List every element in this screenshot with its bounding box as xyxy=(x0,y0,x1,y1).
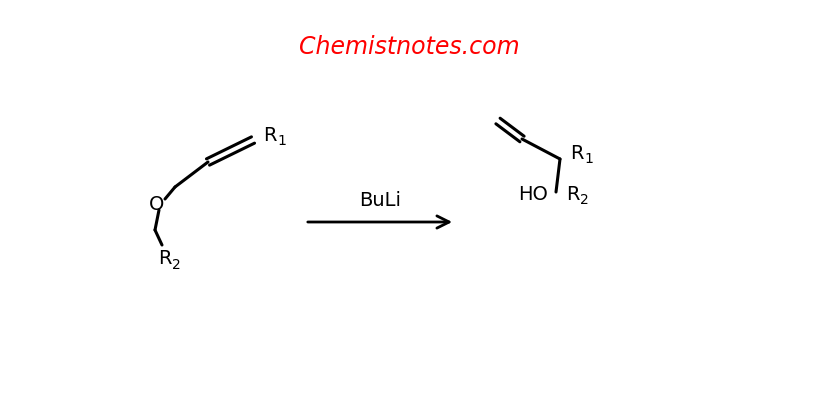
Text: R: R xyxy=(570,143,583,163)
Text: 1: 1 xyxy=(277,134,285,148)
Text: HO: HO xyxy=(518,184,548,203)
Text: 2: 2 xyxy=(172,258,181,272)
Text: BuLi: BuLi xyxy=(359,191,401,210)
Text: R: R xyxy=(566,184,579,203)
Text: 1: 1 xyxy=(584,152,593,166)
Text: Chemistnotes.com: Chemistnotes.com xyxy=(299,35,519,59)
Text: R: R xyxy=(158,249,172,269)
Text: 2: 2 xyxy=(580,193,589,207)
Text: R: R xyxy=(263,126,276,145)
Text: O: O xyxy=(150,194,164,214)
